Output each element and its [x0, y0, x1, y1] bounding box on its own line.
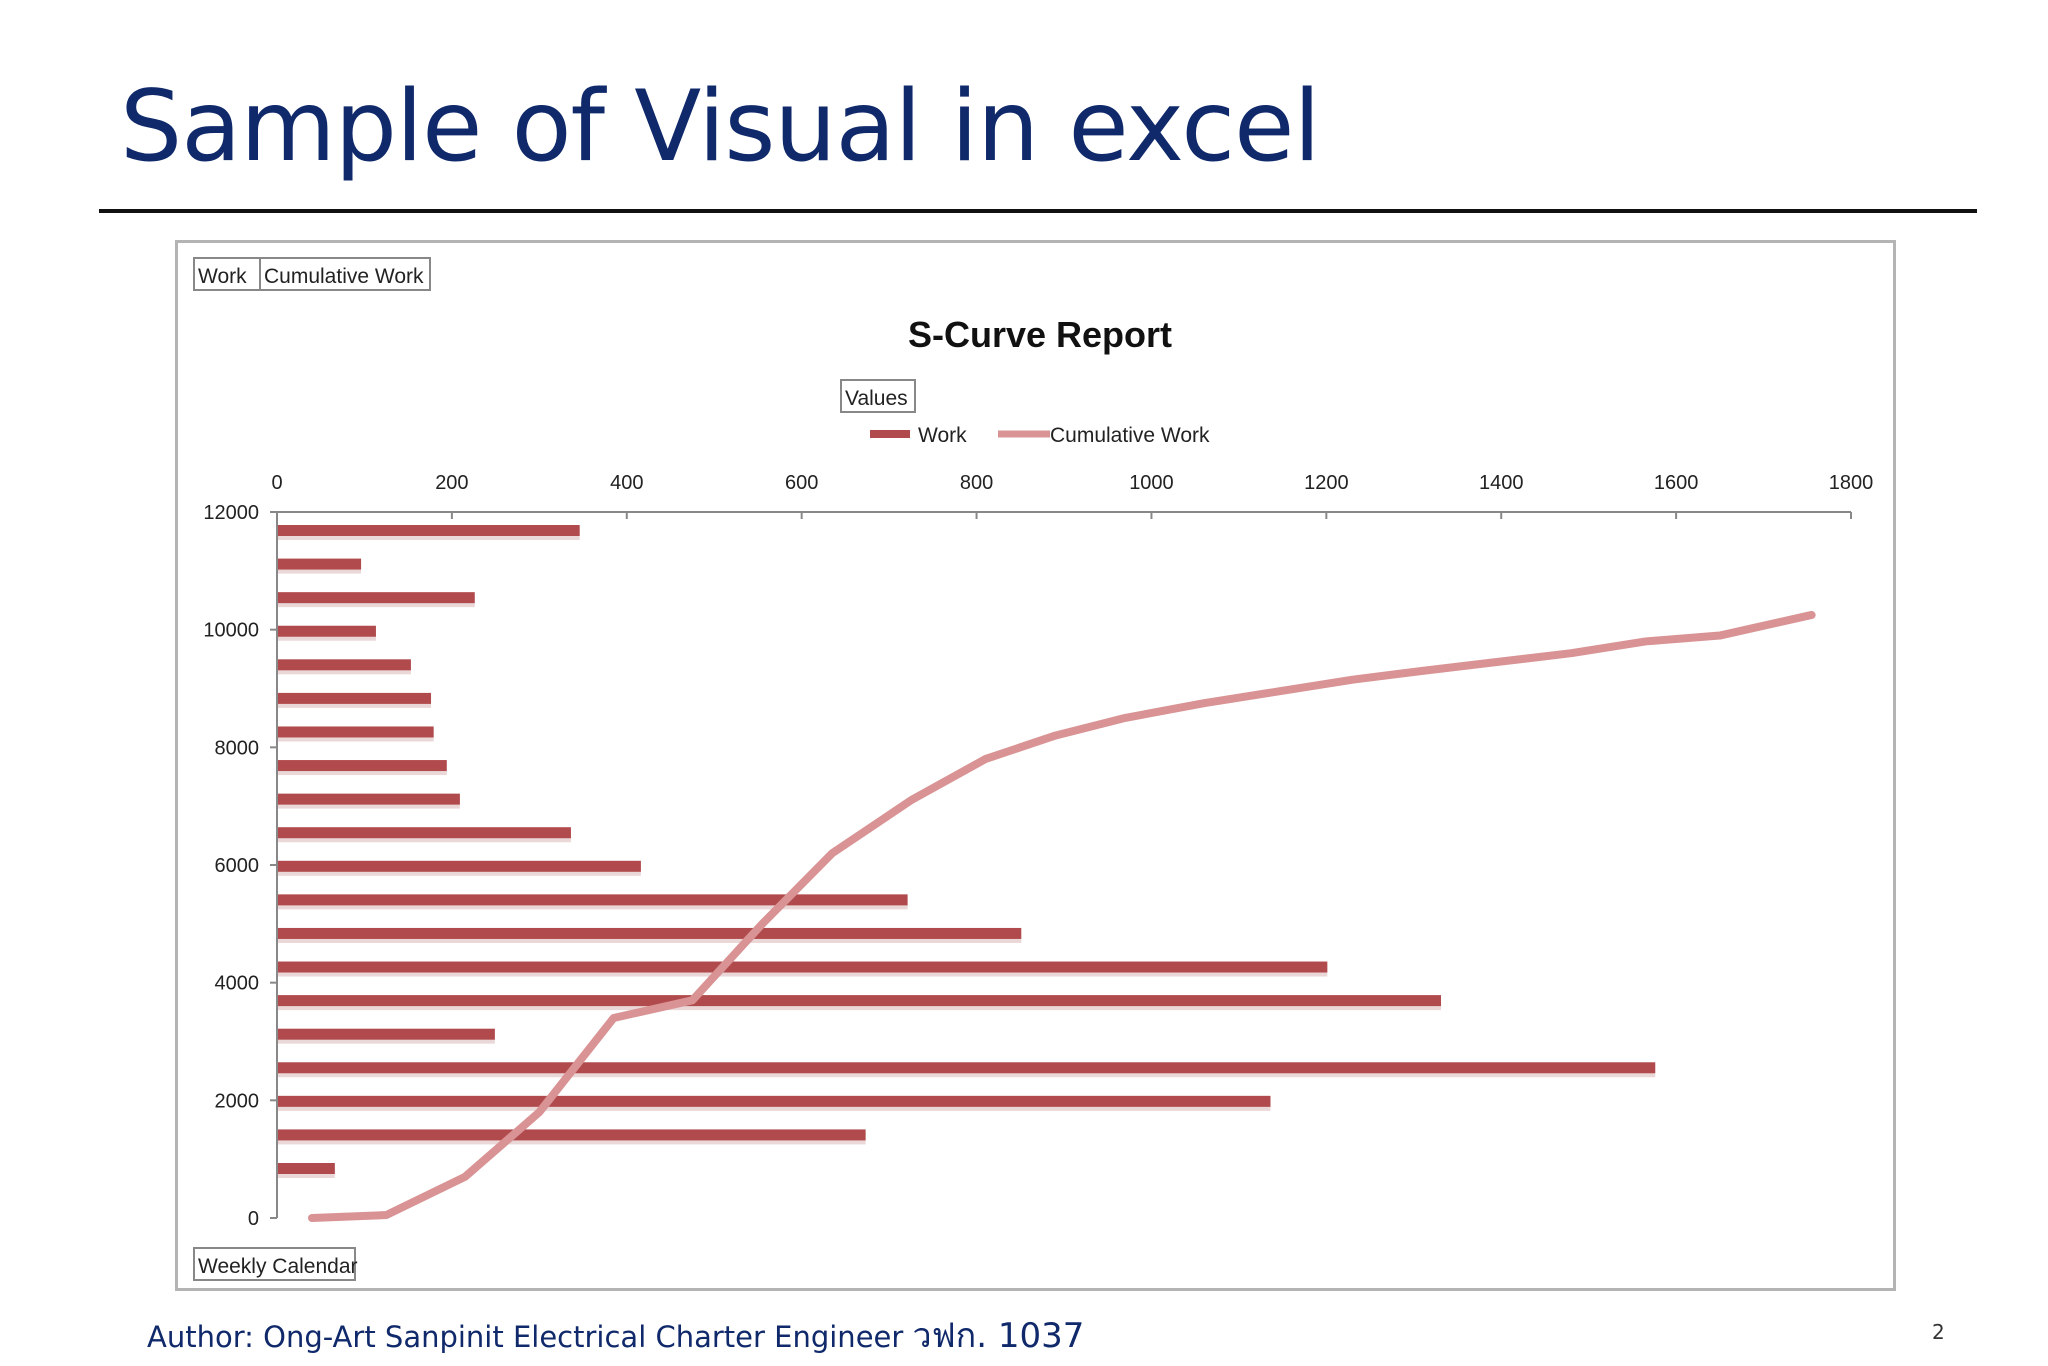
values-button[interactable]: Values — [840, 379, 916, 413]
work-bar — [278, 1028, 495, 1040]
y-tick-label: 10000 — [203, 620, 259, 642]
work-bar — [278, 1163, 335, 1174]
pivot-button-label: Cumulative Work — [264, 265, 424, 288]
work-bar — [278, 558, 362, 570]
x-tick-label: 1800 — [1829, 472, 1874, 494]
author-text: Author: Ong-Art Sanpinit Electrical Char… — [147, 1320, 904, 1354]
values-button-label: Values — [845, 387, 908, 410]
pivot-button-label: Work — [198, 265, 247, 288]
y-tick-label: 2000 — [215, 1090, 260, 1112]
work-bar — [278, 860, 641, 872]
work-bar — [278, 760, 447, 772]
page-number: 2 — [1932, 1320, 1945, 1344]
y-tick-label: 12000 — [203, 502, 259, 524]
work-bar — [278, 827, 571, 839]
work-bar — [278, 692, 432, 704]
work-bar — [278, 927, 1022, 939]
work-bar — [278, 793, 460, 805]
work-bar — [278, 592, 475, 604]
work-bar — [278, 726, 434, 738]
chart-legend: Work Cumulative Work — [870, 424, 1210, 447]
pivot-button-box — [259, 257, 431, 291]
legend-label-work: Work — [918, 424, 967, 447]
x-tick-label: 800 — [960, 472, 993, 494]
work-bar — [278, 625, 376, 637]
work-bar — [278, 659, 411, 671]
x-tick-label: 1400 — [1479, 472, 1524, 494]
slide-title: Sample of Visual in excel — [120, 70, 1321, 184]
pivot-button-box — [193, 257, 261, 291]
y-tick-label: 6000 — [215, 855, 260, 877]
y-axis: 0 2000 4000 6000 8000 10000 12000 — [203, 502, 278, 1230]
footer-author: Author: Ong-Art Sanpinit Electrical Char… — [147, 1308, 1084, 1362]
y-tick-label: 8000 — [215, 737, 260, 759]
legend-item-work: Work — [870, 424, 967, 447]
work-bar — [278, 1129, 866, 1141]
y-tick-label: 0 — [248, 1208, 259, 1230]
legend-item-cumulative-work: Cumulative Work — [998, 424, 1210, 447]
work-bars — [278, 525, 1656, 1178]
work-bar — [278, 961, 1328, 973]
x-tick-label: 1600 — [1654, 472, 1699, 494]
y-tick-label: 4000 — [215, 973, 260, 995]
title-divider — [99, 209, 1977, 213]
x-tick-label: 1000 — [1129, 472, 1174, 494]
x-tick-label: 0 — [271, 472, 282, 494]
x-tick-label: 400 — [610, 472, 643, 494]
work-bar — [278, 1062, 1656, 1074]
legend-swatch-work — [870, 430, 910, 438]
author-license: วฟก. 1037 — [912, 1316, 1085, 1356]
pivot-button-cumulative-work[interactable]: Cumulative Work — [259, 257, 431, 291]
weekly-calendar-button[interactable]: Weekly Calendar — [193, 1247, 358, 1281]
x-axis: 0 200 400 600 800 1000 1200 1400 1600 1800 — [271, 472, 1873, 519]
cumulative-line — [307, 610, 1816, 1222]
work-bar — [278, 525, 580, 536]
work-bar — [278, 995, 1442, 1007]
chart-title: S-Curve Report — [908, 314, 1172, 355]
weekly-calendar-label: Weekly Calendar — [198, 1255, 358, 1278]
pivot-field-buttons: Work Cumulative Work — [193, 257, 431, 291]
cumulative-work-line — [307, 610, 1816, 1222]
pivot-button-work[interactable]: Work — [193, 257, 261, 291]
s-curve-chart: Work Cumulative Work S-Curve Report Value… — [193, 257, 1873, 1281]
chart-frame: Work Cumulative Work S-Curve Report Value… — [175, 240, 1896, 1291]
legend-label-cumulative-work: Cumulative Work — [1050, 424, 1210, 447]
work-bar — [278, 894, 908, 906]
x-tick-label: 200 — [435, 472, 468, 494]
work-bar — [278, 1095, 1271, 1107]
x-tick-label: 1200 — [1304, 472, 1349, 494]
x-tick-label: 600 — [785, 472, 818, 494]
